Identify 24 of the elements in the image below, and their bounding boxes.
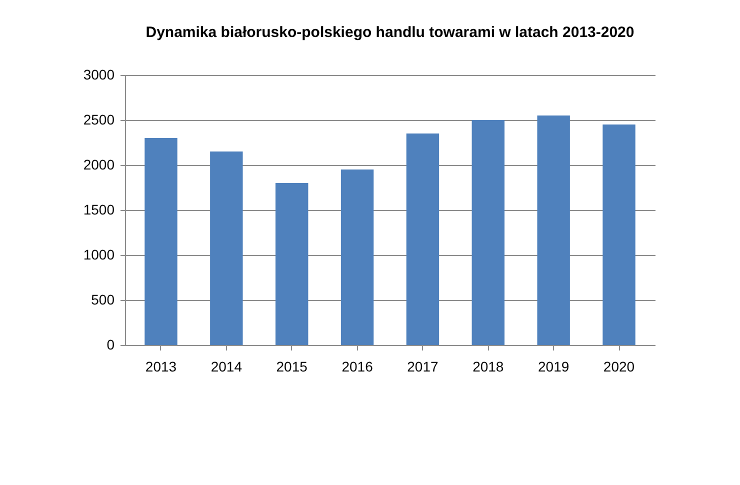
y-tick-label: 500 <box>91 292 115 308</box>
x-tick-label: 2020 <box>603 358 635 374</box>
x-tick-label: 2013 <box>145 358 177 374</box>
x-tick-label: 2018 <box>472 358 504 374</box>
bar <box>537 116 570 345</box>
chart-title: Dynamika białorusko-polskiego handlu towarami w latach 2013-2020 <box>146 24 634 41</box>
bar <box>275 183 308 345</box>
y-tick-label: 0 <box>106 336 115 352</box>
bar <box>340 170 374 345</box>
y-tick-label: 2500 <box>83 112 115 128</box>
y-tick-label: 1000 <box>83 246 115 262</box>
bar <box>210 152 243 345</box>
x-tick-label: 2014 <box>210 358 242 374</box>
x-tick-label: 2019 <box>538 358 570 374</box>
bar <box>602 124 636 345</box>
x-tick-label: 2017 <box>407 358 438 374</box>
x-tick-label: 2016 <box>342 358 374 374</box>
y-tick-label: 3000 <box>83 66 115 82</box>
bar <box>406 134 440 345</box>
y-tick-label: 1500 <box>83 202 115 218</box>
x-tick-label: 2015 <box>276 358 308 374</box>
bar <box>472 120 505 345</box>
y-tick-label: 2000 <box>83 156 115 172</box>
bar <box>144 138 178 345</box>
